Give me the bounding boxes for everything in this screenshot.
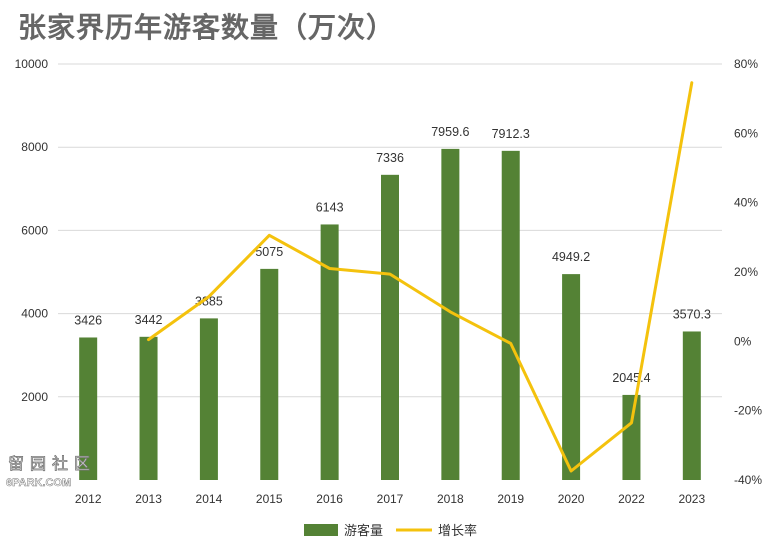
- x-tick-label: 2015: [256, 492, 283, 506]
- bar: [381, 174, 399, 481]
- x-tick-label: 2017: [377, 492, 404, 506]
- y-right-tick-label: 60%: [734, 126, 758, 140]
- legend-label-bar: 游客量: [344, 523, 383, 539]
- watermark-en: 6PARK.COM: [6, 477, 71, 489]
- legend-label-line: 增长率: [438, 523, 477, 539]
- bar: [79, 337, 98, 480]
- watermark-cn: 留园社区: [8, 454, 96, 473]
- y-right-tick-label: 40%: [734, 196, 758, 210]
- bar-data-label: 7959.6: [431, 125, 469, 139]
- y-left-tick-label: 4000: [21, 307, 48, 321]
- x-tick-label: 2016: [316, 492, 343, 506]
- bar-data-label: 5075: [255, 245, 283, 259]
- x-tick-label: 2022: [618, 492, 645, 506]
- bar: [199, 318, 218, 480]
- bar-data-label: 7912.3: [492, 127, 530, 141]
- x-tick-label: 2013: [135, 492, 162, 506]
- y-right-tick-label: 80%: [734, 57, 758, 71]
- y-left-tick-label: 2000: [21, 390, 48, 404]
- bar-data-label: 3442: [135, 313, 163, 327]
- x-tick-label: 2020: [558, 492, 585, 506]
- x-tick-label: 2018: [437, 492, 464, 506]
- bar: [441, 148, 460, 480]
- bar-data-label: 6143: [316, 200, 344, 214]
- bar: [622, 394, 641, 480]
- growth-rate-line: [147, 81, 694, 473]
- x-tick-label: 2023: [678, 492, 705, 506]
- y-right-tick-label: -20%: [734, 404, 762, 418]
- bar: [501, 150, 520, 480]
- bar-data-label: 4949.2: [552, 250, 590, 264]
- bar-data-label: 3885: [195, 294, 223, 308]
- y-right-tick-label: 20%: [734, 265, 758, 279]
- x-tick-label: 2014: [196, 492, 223, 506]
- bar-data-label: 3570.3: [673, 307, 711, 321]
- bar-data-label: 2045.4: [612, 371, 650, 385]
- x-tick-label: 2012: [75, 492, 102, 506]
- bar: [139, 336, 158, 480]
- y-right-tick-label: -40%: [734, 473, 762, 487]
- chart-title: 张家界历年游客数量（万次）: [18, 11, 396, 44]
- bar-data-label: 7336: [376, 151, 404, 165]
- legend-swatch-bar: [304, 524, 338, 536]
- bar: [260, 268, 279, 480]
- bar: [682, 331, 701, 480]
- y-right-tick-label: 0%: [734, 334, 752, 348]
- bar-data-label: 3426: [74, 313, 102, 327]
- y-left-tick-label: 8000: [21, 140, 48, 154]
- bar: [562, 274, 581, 480]
- y-left-tick-label: 6000: [21, 223, 48, 237]
- y-left-tick-label: 10000: [15, 57, 49, 71]
- x-tick-label: 2019: [497, 492, 524, 506]
- bar: [320, 224, 339, 480]
